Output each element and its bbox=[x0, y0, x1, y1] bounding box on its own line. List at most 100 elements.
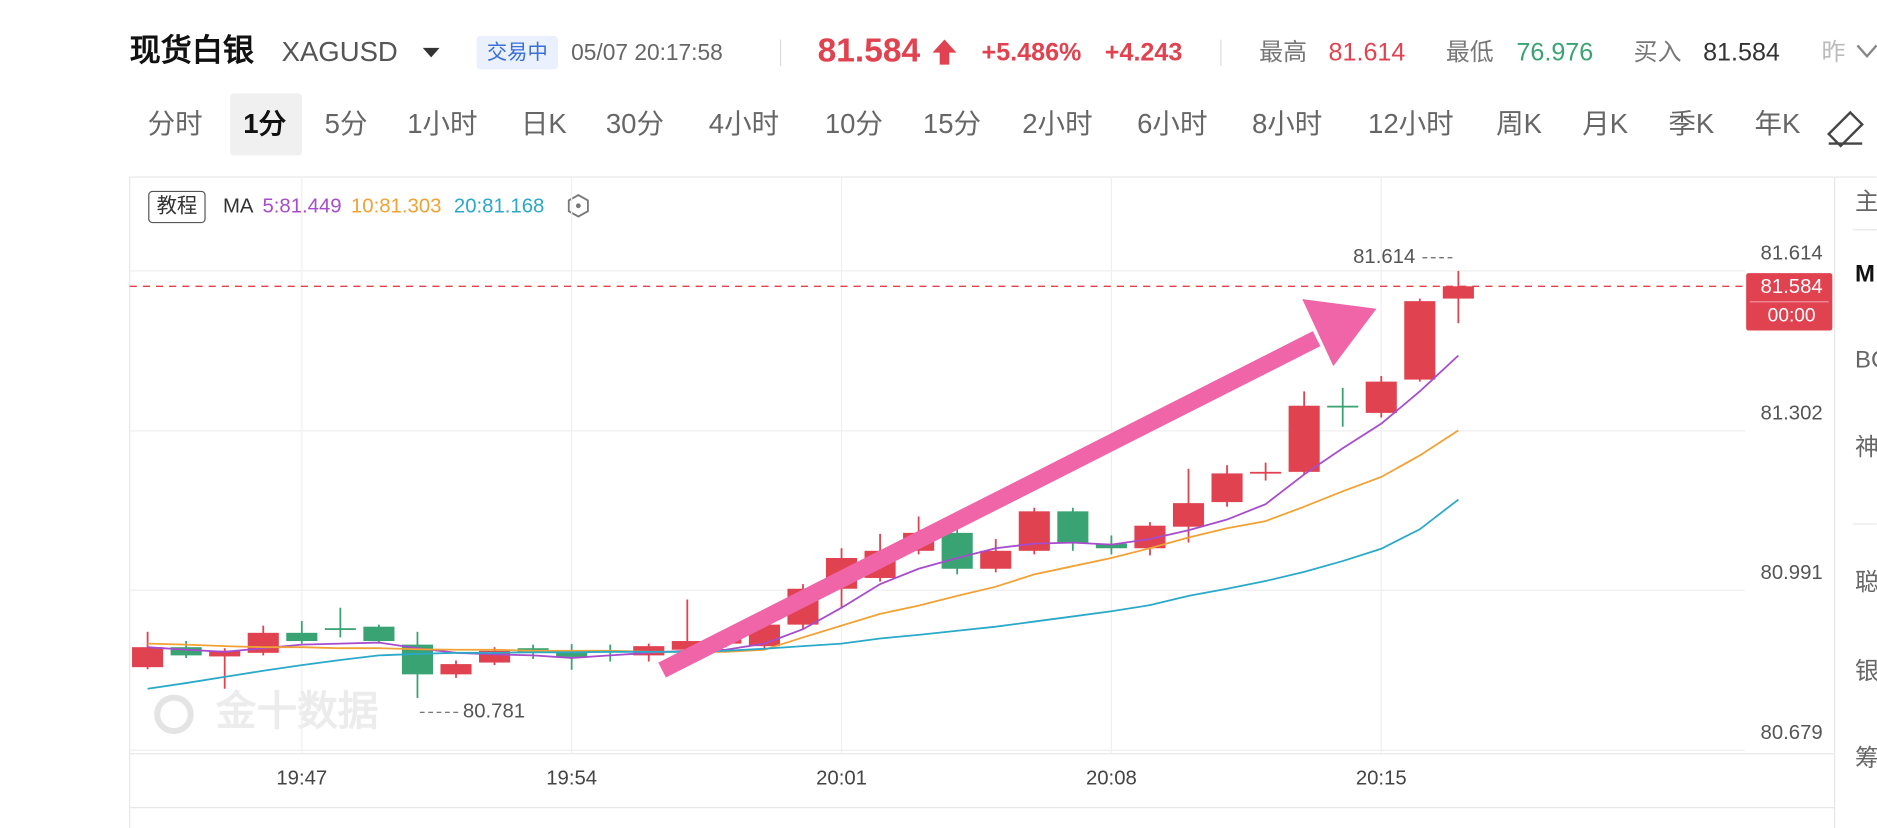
drawing-tool-icon[interactable] bbox=[1827, 110, 1864, 148]
low-label: 最低 bbox=[1446, 39, 1494, 66]
tab[interactable]: 季K bbox=[1668, 108, 1715, 139]
settings-icon-dot bbox=[575, 203, 581, 209]
tab[interactable]: 5分 bbox=[325, 108, 368, 139]
trend-arrow-shaft bbox=[658, 331, 1321, 678]
expand-icon[interactable] bbox=[1856, 44, 1877, 59]
side-tab[interactable]: 筹 bbox=[1855, 745, 1877, 772]
candle-body bbox=[286, 632, 318, 642]
timeframe-tabs: 分时 1分 5分 1小时 日K 30分 4小时 10分 15分 2小时 6小时 8小时 12小时 周K 月K… bbox=[148, 93, 1802, 156]
symbol[interactable]: XAGUSD bbox=[282, 36, 398, 67]
x-tick-label: 19:54 bbox=[546, 767, 597, 789]
candle-body bbox=[440, 664, 472, 675]
side-tab[interactable]: 聪 bbox=[1855, 569, 1877, 596]
candle-body bbox=[556, 650, 588, 657]
tab[interactable]: 周K bbox=[1496, 108, 1543, 139]
candle-body bbox=[1250, 471, 1282, 474]
candle-body bbox=[1327, 405, 1359, 408]
tutorial-label[interactable]: 教程 bbox=[157, 194, 198, 217]
candle-body bbox=[1134, 525, 1166, 549]
low-marker-label: 80.781 bbox=[463, 701, 525, 723]
side-tab[interactable]: M bbox=[1855, 261, 1875, 288]
ma-line bbox=[147, 354, 1459, 659]
tab[interactable]: 30分 bbox=[606, 108, 664, 139]
side-tab[interactable]: 银 bbox=[1855, 658, 1877, 685]
last-price: 81.584 bbox=[818, 32, 921, 69]
tab[interactable]: 15分 bbox=[923, 108, 981, 139]
candle-body bbox=[1211, 473, 1243, 503]
candle-body bbox=[324, 628, 356, 631]
tab[interactable]: 6小时 bbox=[1137, 108, 1207, 139]
tab[interactable]: 2小时 bbox=[1022, 108, 1092, 139]
x-tick-label: 20:01 bbox=[816, 767, 867, 789]
side-tab[interactable]: 神 bbox=[1855, 434, 1877, 461]
tab[interactable]: 4小时 bbox=[709, 108, 779, 139]
x-tick-label: 20:08 bbox=[1086, 767, 1137, 789]
x-tick-label: 19:47 bbox=[276, 767, 327, 789]
tab-active[interactable]: 1分 bbox=[243, 108, 286, 139]
settings-icon[interactable] bbox=[567, 194, 589, 218]
candle-body bbox=[941, 532, 973, 569]
low-value: 76.976 bbox=[1516, 38, 1593, 66]
watermark-logo bbox=[154, 694, 194, 735]
high-marker-label: 81.614 bbox=[1353, 246, 1415, 268]
prev-label: 昨 bbox=[1822, 39, 1846, 66]
active-tab-bg bbox=[230, 93, 302, 156]
tab[interactable]: 12小时 bbox=[1368, 108, 1454, 139]
candle-body bbox=[209, 650, 241, 657]
timestamp: 05/07 20:17:58 bbox=[571, 39, 723, 65]
candle-body bbox=[633, 646, 665, 656]
y-tick-label: 81.614 bbox=[1761, 243, 1823, 265]
legend-title: MA bbox=[223, 195, 254, 217]
status: 交易中 bbox=[487, 41, 548, 64]
candle-body bbox=[671, 641, 703, 650]
tab[interactable]: 年K bbox=[1755, 108, 1802, 139]
status-badge bbox=[476, 35, 559, 70]
up-arrow bbox=[932, 39, 957, 65]
change-pct: +5.486% bbox=[982, 38, 1082, 66]
dropdown-icon[interactable] bbox=[422, 47, 440, 58]
price-tag-countdown: 00:00 bbox=[1768, 305, 1816, 326]
candle-body bbox=[1288, 405, 1320, 472]
bid-value: 81.584 bbox=[1703, 38, 1780, 66]
candle-body bbox=[132, 647, 164, 668]
legend: 5:81.449 10:81.303 20:81.168 bbox=[262, 195, 544, 217]
candle-body bbox=[1095, 543, 1127, 549]
tab[interactable]: 月K bbox=[1582, 108, 1629, 139]
candle-body bbox=[1442, 286, 1474, 299]
watermark: 金十数据 bbox=[215, 688, 379, 734]
y-tick-label: 81.302 bbox=[1761, 402, 1823, 424]
change: +4.243 bbox=[1105, 38, 1183, 66]
x-tick-label: 20:15 bbox=[1356, 767, 1407, 789]
tab[interactable]: 日K bbox=[521, 108, 568, 139]
side-tab[interactable]: 主 bbox=[1855, 189, 1877, 216]
bid-label: 买入 bbox=[1634, 39, 1682, 66]
y-tick-label: 80.679 bbox=[1761, 722, 1823, 744]
legend-item: 20:81.168 bbox=[454, 195, 544, 217]
tab[interactable]: 1小时 bbox=[407, 108, 477, 139]
side-tab[interactable]: BC bbox=[1855, 347, 1877, 374]
candle-body bbox=[1404, 301, 1436, 380]
candle-body bbox=[980, 550, 1012, 569]
tab[interactable]: 分时 bbox=[148, 108, 203, 139]
candle-body bbox=[363, 626, 395, 642]
ma-line bbox=[147, 429, 1459, 653]
trend-arrow-head bbox=[1302, 299, 1377, 367]
high-label: 最高 bbox=[1259, 39, 1307, 66]
tab[interactable]: 10分 bbox=[825, 108, 883, 139]
high-value: 81.614 bbox=[1329, 38, 1406, 66]
candle-body bbox=[479, 650, 511, 663]
y-tick-label: 80.991 bbox=[1761, 562, 1823, 584]
plot-area: 80.679 80.991 81.302 81.614 19:47 19:54 20:01 2… bbox=[129, 177, 1823, 789]
price-tag-value: 81.584 bbox=[1761, 276, 1823, 298]
candle-body bbox=[1057, 511, 1089, 543]
candle-body bbox=[1365, 381, 1397, 413]
tutorial-button[interactable] bbox=[148, 190, 206, 224]
candle-body bbox=[1172, 503, 1205, 527]
tab[interactable]: 8小时 bbox=[1252, 108, 1322, 139]
price-overlay: 81.584 00:00 81.614 80.781 bbox=[129, 246, 1833, 723]
candle-body bbox=[170, 647, 202, 656]
instrument-name: 现货白银 bbox=[130, 33, 255, 68]
ma-line bbox=[147, 498, 1459, 690]
